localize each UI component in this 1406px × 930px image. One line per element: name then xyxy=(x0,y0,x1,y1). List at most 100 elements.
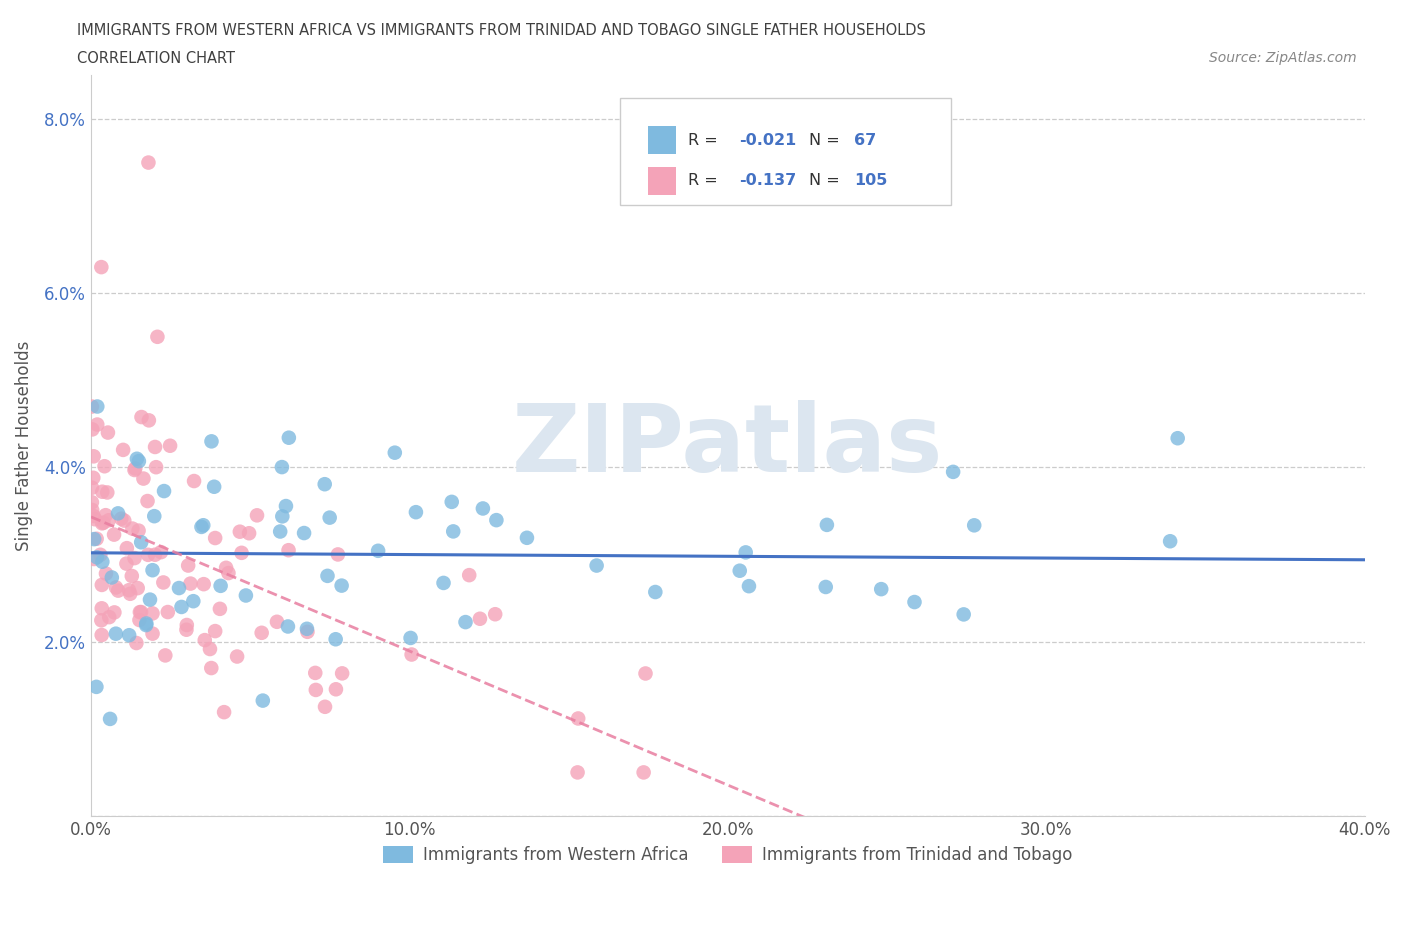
Point xyxy=(128,454,150,469)
Point xyxy=(1159,534,1181,549)
Point xyxy=(567,765,589,780)
Point xyxy=(271,459,294,474)
Point xyxy=(454,615,477,630)
Point xyxy=(91,516,114,531)
Point xyxy=(441,524,464,538)
Point xyxy=(138,413,160,428)
Text: 105: 105 xyxy=(853,174,887,189)
Point xyxy=(97,425,120,440)
Point xyxy=(326,547,349,562)
Point xyxy=(146,329,169,344)
Point xyxy=(97,512,120,527)
Point xyxy=(644,585,666,600)
Point xyxy=(179,577,201,591)
Point xyxy=(181,593,204,608)
Point xyxy=(112,513,135,528)
Point xyxy=(98,610,121,625)
Point xyxy=(129,604,152,619)
Point xyxy=(107,583,129,598)
Point xyxy=(103,605,125,620)
Point xyxy=(84,512,107,526)
Point xyxy=(458,567,481,582)
Point xyxy=(295,621,318,636)
Point xyxy=(176,618,198,632)
Point xyxy=(231,545,253,560)
Point xyxy=(318,511,340,525)
Point xyxy=(82,471,104,485)
Point xyxy=(86,680,108,695)
Text: N =: N = xyxy=(810,174,845,189)
Point xyxy=(136,548,159,563)
Point xyxy=(814,579,837,594)
Point xyxy=(90,578,112,592)
Text: R =: R = xyxy=(689,133,723,148)
Point xyxy=(89,548,111,563)
Point xyxy=(384,445,406,460)
Point xyxy=(159,438,181,453)
Point xyxy=(82,502,104,517)
Point xyxy=(325,682,347,697)
Point xyxy=(325,631,347,646)
Point xyxy=(143,547,166,562)
Point xyxy=(135,618,157,632)
Point xyxy=(330,666,353,681)
Point xyxy=(121,521,143,536)
Point xyxy=(238,525,260,540)
Point xyxy=(183,473,205,488)
Point xyxy=(138,155,160,170)
Point xyxy=(200,434,222,449)
Point xyxy=(127,580,149,595)
Point xyxy=(204,624,226,639)
Point xyxy=(432,576,454,591)
Point xyxy=(292,525,315,540)
Point xyxy=(304,666,326,681)
Point xyxy=(738,578,761,593)
Point xyxy=(204,531,226,546)
Point xyxy=(870,581,893,596)
Point xyxy=(202,479,225,494)
Text: CORRELATION CHART: CORRELATION CHART xyxy=(77,51,235,66)
Point xyxy=(90,601,112,616)
Point xyxy=(156,604,179,619)
Point xyxy=(728,564,751,578)
Text: -0.021: -0.021 xyxy=(740,133,797,148)
Point xyxy=(141,563,163,578)
Point xyxy=(190,520,212,535)
Point xyxy=(141,626,163,641)
Point xyxy=(86,550,108,565)
Point xyxy=(193,577,215,591)
Point xyxy=(252,693,274,708)
Point xyxy=(94,566,117,581)
Point xyxy=(215,561,238,576)
Point xyxy=(83,532,105,547)
Point xyxy=(963,518,986,533)
Point xyxy=(330,578,353,593)
Point xyxy=(316,568,339,583)
Point xyxy=(96,485,118,500)
Point xyxy=(468,611,491,626)
Point xyxy=(484,606,506,621)
Point xyxy=(110,512,132,526)
Point xyxy=(128,604,150,619)
Point xyxy=(91,554,114,569)
Point xyxy=(128,524,150,538)
Point xyxy=(633,765,655,780)
Point xyxy=(198,642,221,657)
Point xyxy=(734,545,756,560)
Y-axis label: Single Father Households: Single Father Households xyxy=(15,340,32,551)
Point xyxy=(194,632,217,647)
Point xyxy=(277,619,299,634)
Point xyxy=(305,683,328,698)
FancyBboxPatch shape xyxy=(620,98,950,205)
Point xyxy=(314,477,336,492)
Point xyxy=(135,616,157,631)
Point xyxy=(1167,431,1189,445)
Point xyxy=(170,600,193,615)
Point xyxy=(143,440,166,455)
Point xyxy=(440,495,463,510)
Point xyxy=(93,515,115,530)
Text: 67: 67 xyxy=(853,133,876,148)
Point xyxy=(485,512,508,527)
Point xyxy=(136,494,159,509)
Point xyxy=(124,461,146,476)
